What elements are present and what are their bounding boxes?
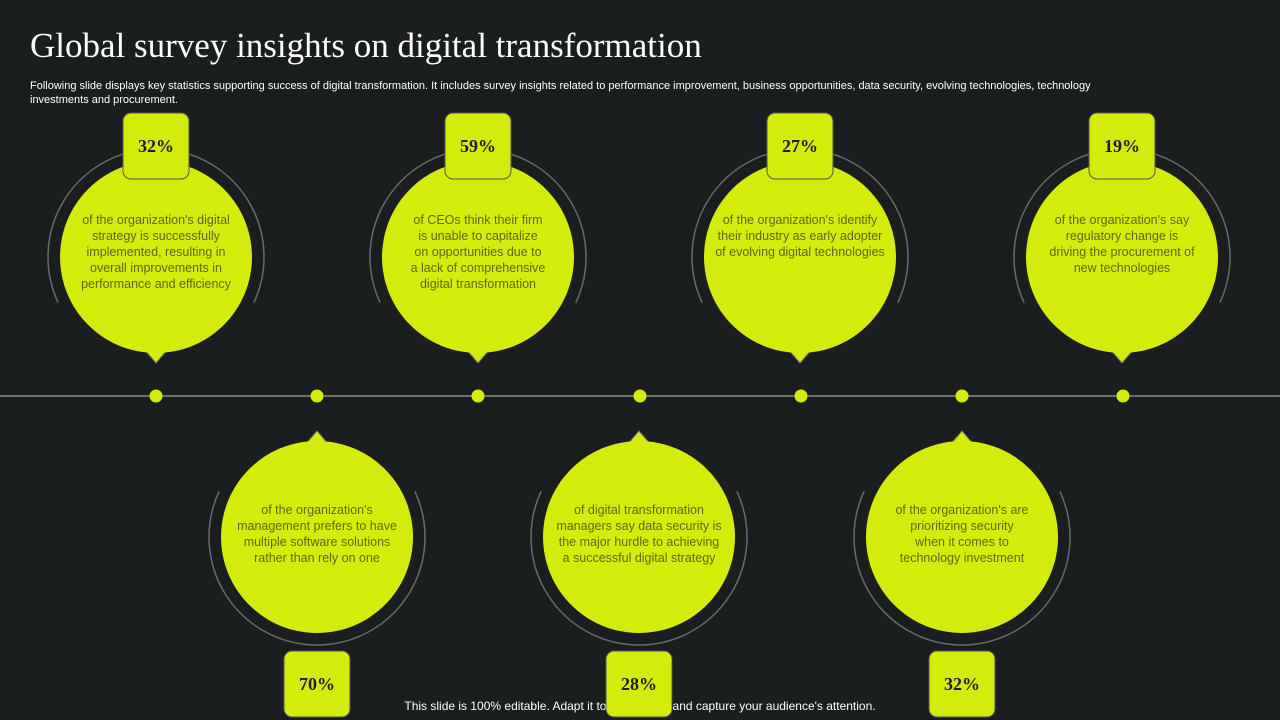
percent: 70% (299, 674, 335, 694)
description: strategy is successfully (92, 229, 221, 243)
description: on opportunities due to (414, 245, 541, 259)
description: multiple software solutions (244, 535, 391, 549)
description: overall improvements in (90, 261, 222, 275)
description: a lack of comprehensive (411, 261, 546, 275)
description: management prefers to have (237, 519, 397, 533)
percent: 32% (138, 136, 174, 156)
timeline-dot (310, 389, 324, 403)
percent: 59% (460, 136, 496, 156)
description: of evolving digital technologies (715, 245, 885, 259)
circle (221, 441, 413, 633)
percent-box (928, 650, 996, 718)
timeline-dot (794, 389, 808, 403)
description: of CEOs think their firm (413, 213, 542, 227)
description: of the organization's digital (82, 213, 230, 227)
description: of the organization's (261, 503, 373, 517)
percent-box (605, 650, 673, 718)
description: digital transformation (420, 277, 536, 291)
description: is unable to capitalize (418, 229, 538, 243)
circle (60, 161, 252, 353)
description: driving the procurement of (1049, 245, 1195, 259)
description: performance and efficiency (81, 277, 232, 291)
subtitle: Following slide displays key statistics … (30, 80, 1091, 92)
timeline-dot (471, 389, 485, 403)
circle (382, 161, 574, 353)
ring-arc (208, 491, 426, 646)
description: their industry as early adopter (718, 229, 883, 243)
timeline-dot (955, 389, 969, 403)
ring-arc (530, 491, 748, 646)
circle (543, 441, 735, 633)
description: of the organization's say (1055, 213, 1190, 227)
percent: 19% (1104, 136, 1140, 156)
timeline-dot (633, 389, 647, 403)
description: the major hurdle to achieving (559, 535, 720, 549)
description: implemented, resulting in (87, 245, 226, 259)
circle (1026, 161, 1218, 353)
percent: 27% (782, 136, 818, 156)
description: technology investment (900, 551, 1025, 565)
description: a successful digital strategy (563, 551, 717, 565)
timeline-dot (1116, 389, 1130, 403)
ring-arc (853, 491, 1071, 646)
percent: 28% (621, 674, 657, 694)
timeline-dot (149, 389, 163, 403)
percent-box (766, 112, 834, 180)
description: prioritizing security (910, 519, 1014, 533)
description: of the organization's are (895, 503, 1028, 517)
description: of the organization's identify (723, 213, 878, 227)
circle (704, 161, 896, 353)
percent: 32% (944, 674, 980, 694)
description: new technologies (1074, 261, 1171, 275)
description: rather than rely on one (254, 551, 380, 565)
percent-box (283, 650, 351, 718)
percent-box (1088, 112, 1156, 180)
description: of digital transformation (574, 503, 704, 517)
description: when it comes to (914, 535, 1009, 549)
subtitle: investments and procurement. (30, 94, 178, 106)
percent-box (122, 112, 190, 180)
circle (866, 441, 1058, 633)
title: Global survey insights on digital transf… (30, 26, 702, 65)
description: managers say data security is (556, 519, 721, 533)
description: regulatory change is (1066, 229, 1179, 243)
percent-box (444, 112, 512, 180)
